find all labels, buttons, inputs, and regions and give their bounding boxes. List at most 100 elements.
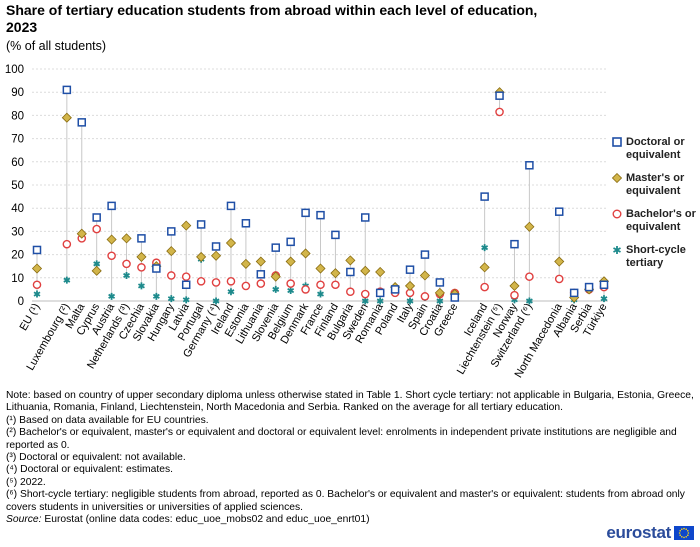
- data-point-masters: [554, 256, 565, 267]
- y-tick-label: 0: [18, 296, 24, 308]
- y-tick-label: 60: [11, 157, 24, 169]
- y-tick-label: 30: [11, 226, 24, 238]
- data-point-doctoral: [450, 293, 460, 302]
- source-line: Source: Eurostat (online data codes: edu…: [6, 514, 696, 526]
- eurostat-logo: eurostat: [606, 523, 694, 543]
- data-point-bachelors: [211, 278, 221, 287]
- data-point-masters: [524, 221, 535, 232]
- note-6: (⁶) Short-cycle tertiary: negligible stu…: [6, 489, 685, 513]
- data-point-bachelors: [510, 290, 519, 300]
- data-point-masters: [270, 271, 281, 282]
- data-point-doctoral: [271, 243, 280, 252]
- data-point-short-cycle: [272, 285, 280, 293]
- data-point-doctoral: [584, 282, 594, 292]
- data-point-doctoral: [256, 270, 266, 279]
- data-point-short-cycle: [212, 297, 220, 305]
- y-tick-label: 80: [11, 110, 24, 122]
- note-5: (⁵) 2022.: [6, 476, 46, 488]
- data-point-masters: [345, 255, 356, 266]
- data-point-bachelors: [92, 224, 101, 234]
- data-point-masters: [300, 248, 311, 259]
- legend: Doctoral or equivalent Master's or equiv…: [612, 136, 700, 280]
- data-point-bachelors: [62, 239, 72, 249]
- data-point-bachelors: [554, 274, 564, 284]
- data-point-doctoral: [480, 192, 489, 201]
- legend-label: Doctoral or equivalent: [626, 136, 685, 161]
- data-point-masters: [434, 287, 445, 298]
- legend-item-short-cycle: Short-cycle tertiary: [612, 244, 700, 270]
- data-point-masters: [240, 258, 251, 269]
- data-point-bachelors: [196, 276, 206, 286]
- data-point-doctoral: [301, 208, 310, 218]
- data-point-doctoral: [390, 285, 400, 294]
- data-point-masters: [330, 268, 341, 279]
- data-point-bachelors: [360, 289, 370, 299]
- data-point-doctoral: [554, 207, 564, 216]
- circle-marker-icon: [612, 209, 622, 219]
- legend-item-bachelors: Bachelor's or equivalent: [612, 208, 700, 234]
- legend-label: Short-cycle tertiary: [626, 244, 686, 269]
- data-point-short-cycle: [481, 244, 489, 252]
- data-point-masters: [91, 265, 102, 276]
- data-point-masters: [360, 265, 371, 276]
- data-point-doctoral: [241, 219, 251, 228]
- data-point-masters: [31, 263, 43, 274]
- data-point-short-cycle: [436, 297, 444, 305]
- data-point-doctoral: [599, 280, 609, 290]
- data-point-short-cycle: [182, 296, 190, 304]
- data-point-bachelors: [166, 271, 176, 280]
- data-point-doctoral: [375, 288, 385, 298]
- data-point-masters: [196, 251, 207, 262]
- data-point-bachelors: [331, 280, 340, 290]
- data-point-short-cycle: [376, 297, 384, 305]
- data-point-bachelors: [480, 282, 489, 292]
- note-3: (³) Doctoral or equivalent: not availabl…: [6, 452, 186, 464]
- source-label: Source:: [6, 514, 42, 526]
- data-point-doctoral: [510, 239, 519, 249]
- data-point-short-cycle: [361, 297, 369, 305]
- y-tick-label: 90: [11, 87, 24, 99]
- chart-subtitle: (% of all students): [6, 39, 107, 53]
- notes: Note: based on country of upper secondar…: [6, 390, 696, 526]
- data-point-doctoral: [196, 220, 206, 229]
- data-point-bachelors: [107, 251, 116, 261]
- y-tick-label: 50: [11, 180, 24, 192]
- data-point-bachelors: [181, 272, 191, 281]
- data-point-doctoral: [525, 161, 534, 170]
- data-point-masters: [106, 234, 117, 245]
- data-point-doctoral: [32, 245, 42, 255]
- data-point-doctoral: [420, 250, 430, 259]
- data-point-short-cycle: [33, 290, 41, 298]
- source-text: Eurostat (online data codes: educ_uoe_mo…: [44, 514, 370, 526]
- data-point-short-cycle: [227, 288, 235, 296]
- data-point-bachelors: [256, 279, 266, 288]
- chart-title: Share of tertiary education students fro…: [6, 2, 538, 35]
- legend-item-masters: Master's or equivalent: [612, 172, 700, 198]
- y-tick-label: 20: [11, 250, 24, 262]
- data-point-masters: [285, 256, 296, 267]
- data-point-masters: [76, 228, 87, 239]
- note-2: (²) Bachelor's or equivalent, master's o…: [6, 427, 677, 451]
- data-point-bachelors: [525, 272, 534, 281]
- data-point-doctoral: [92, 213, 101, 222]
- data-point-short-cycle: [287, 287, 295, 295]
- note-4: (⁴) Doctoral or equivalent: estimates.: [6, 464, 173, 476]
- data-point-bachelors: [286, 279, 295, 288]
- data-point-doctoral: [405, 265, 415, 274]
- star-marker-icon: [613, 246, 621, 254]
- data-point-short-cycle: [63, 276, 71, 284]
- data-point-doctoral: [107, 201, 116, 211]
- eu-flag-icon: [674, 526, 694, 540]
- data-point-short-cycle: [137, 282, 145, 290]
- data-point-bachelors: [301, 285, 310, 294]
- data-point-masters: [166, 246, 177, 257]
- data-point-short-cycle: [167, 295, 175, 303]
- data-point-masters: [136, 251, 147, 262]
- data-point-doctoral: [167, 227, 176, 236]
- data-point-bachelors: [32, 280, 42, 290]
- data-point-doctoral: [77, 118, 87, 127]
- data-point-doctoral: [137, 234, 146, 243]
- data-point-masters: [375, 266, 386, 278]
- data-point-doctoral: [346, 267, 355, 277]
